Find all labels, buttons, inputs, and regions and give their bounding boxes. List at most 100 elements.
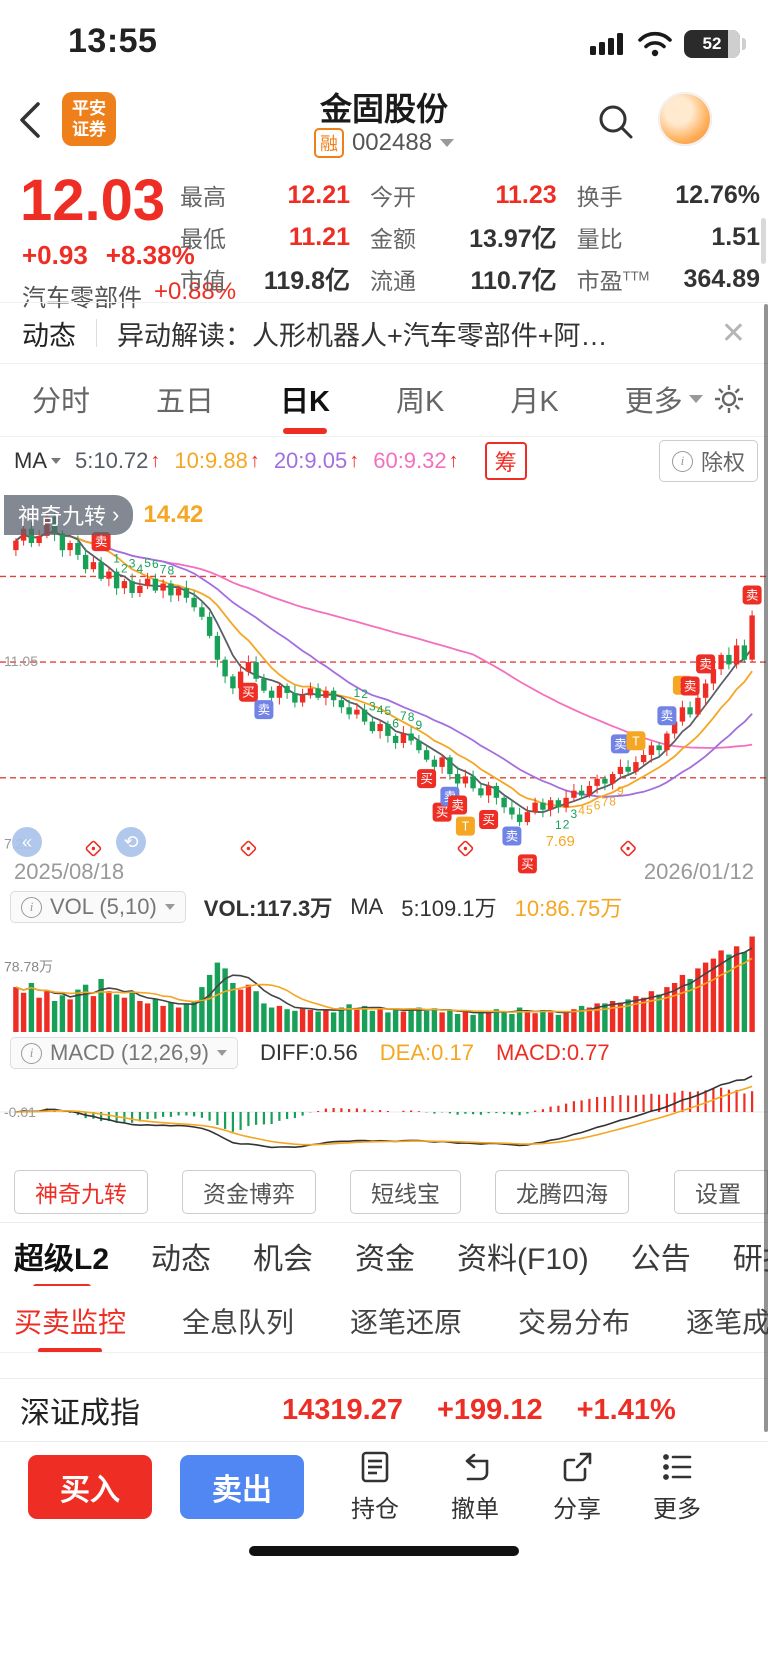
ma20-value: 20:9.05 ↑: [273, 448, 360, 473]
svg-text:8: 8: [609, 794, 616, 808]
stat-mktcap: 市值 119.8亿: [180, 267, 350, 295]
sector-row[interactable]: 汽车零部件 +0.88%: [22, 278, 236, 313]
more-icon: [663, 1454, 692, 1480]
divider: [96, 319, 97, 347]
exright-button[interactable]: i 除权: [658, 440, 758, 482]
subtab-trade-dist[interactable]: 交易分布: [518, 1307, 631, 1338]
macd-chart[interactable]: -0.01: [0, 1070, 768, 1170]
chips-button[interactable]: 筹: [484, 442, 527, 480]
tab-super-l2[interactable]: 超级L2: [14, 1234, 109, 1278]
subtab-monitor[interactable]: 买卖监控: [14, 1301, 126, 1352]
buy-button[interactable]: 买入: [28, 1455, 152, 1519]
svg-text:买: 买: [482, 813, 495, 827]
rotate-icon[interactable]: ⟲: [116, 827, 146, 857]
svg-text:5: 5: [385, 704, 392, 718]
svg-text:7.69: 7.69: [546, 833, 575, 850]
news-ticker[interactable]: 动态 异动解读：人形机器人+汽车零部件+阿… ✕: [0, 302, 768, 364]
status-time: 13:55: [68, 22, 158, 60]
signal-icon: [590, 33, 623, 55]
date-axis: 2025/08/18 2026/01/12: [0, 859, 768, 885]
tab-wuri[interactable]: 五日: [156, 386, 215, 418]
volume-canvas[interactable]: 78.78万: [0, 924, 768, 1036]
tab-more[interactable]: 更多: [625, 378, 703, 420]
vol-ma5: 5:109.1万: [401, 896, 497, 921]
chevron-down-icon: [216, 1050, 227, 1056]
svg-text:卖: 卖: [95, 535, 108, 549]
vol-value: VOL:117.3万: [203, 896, 333, 921]
share-button[interactable]: 分享: [532, 1447, 622, 1524]
ticker-text: 异动解读：人形机器人+汽车零部件+阿…: [117, 320, 608, 351]
subtab-tick-trades[interactable]: 逐笔成交: [686, 1307, 768, 1338]
svg-text:1: 1: [555, 818, 562, 832]
cancel-order-button[interactable]: 撤单: [430, 1447, 520, 1524]
svg-text:卖: 卖: [451, 799, 464, 813]
magic-nine-overlay[interactable]: 神奇九转 › 14.42: [4, 495, 203, 535]
back-button[interactable]: [14, 94, 48, 146]
subtab-queue[interactable]: 全息队列: [182, 1307, 295, 1338]
svg-text:8: 8: [408, 710, 415, 724]
ma-selector[interactable]: MA: [14, 448, 61, 474]
volume-chart[interactable]: 78.78万: [0, 924, 768, 1036]
ma10-value: 10:9.88 ↑: [174, 448, 260, 473]
svg-text:3: 3: [571, 807, 578, 821]
svg-text:3: 3: [129, 557, 136, 571]
stat-high: 最高 12.21: [180, 180, 350, 211]
svg-text:6: 6: [594, 799, 601, 813]
settings-button[interactable]: 设置: [674, 1170, 768, 1214]
info-icon: i: [671, 450, 693, 472]
index-bar[interactable]: 深证成指 14319.27 +199.12 +1.41%: [0, 1378, 768, 1442]
svg-text:5: 5: [144, 556, 151, 570]
vol-ma-label: MA: [350, 894, 384, 919]
scrollbar-thumb: [761, 218, 766, 264]
kline-canvas[interactable]: 12345678123456789123456789卖买卖买买卖卖T买卖买卖T卖…: [0, 487, 768, 879]
stat-open: 今开 11.23: [370, 180, 557, 211]
tool-magic-nine[interactable]: 神奇九转: [14, 1170, 148, 1214]
macd-value: MACD:0.77: [495, 1040, 610, 1065]
tool-shortline[interactable]: 短线宝: [350, 1170, 461, 1214]
positions-button[interactable]: 持仓: [330, 1447, 420, 1524]
tab-jihui[interactable]: 机会: [253, 1243, 314, 1276]
price-change-pct: +8.38%: [105, 240, 195, 270]
price-change-row: +0.93 +8.38%: [22, 240, 195, 271]
svg-text:卖: 卖: [614, 737, 627, 751]
tab-zijin[interactable]: 资金: [355, 1243, 416, 1276]
sell-button[interactable]: 卖出: [180, 1455, 304, 1519]
tab-dongtai[interactable]: 动态: [151, 1243, 212, 1276]
info-icon: i: [21, 1042, 42, 1064]
tab-fenshi[interactable]: 分时: [32, 386, 91, 418]
search-icon[interactable]: [594, 100, 638, 144]
tab-weekly-k[interactable]: 周K: [395, 386, 445, 418]
info-icon: i: [21, 896, 42, 918]
more-button[interactable]: 更多: [632, 1447, 722, 1524]
tab-monthly-k[interactable]: 月K: [510, 386, 559, 418]
svg-text:T: T: [632, 734, 640, 748]
tab-f10[interactable]: 资料(F10): [457, 1243, 589, 1276]
subtab-tick-restore[interactable]: 逐笔还原: [350, 1307, 463, 1338]
macd-canvas[interactable]: -0.01: [0, 1070, 768, 1170]
tab-yanbao[interactable]: 研报: [732, 1243, 768, 1276]
tab-daily-k[interactable]: 日K: [280, 378, 330, 420]
svg-text:-0.01: -0.01: [4, 1104, 36, 1120]
broker-logo-line1: 平安: [72, 98, 106, 118]
svg-text:卖: 卖: [684, 680, 697, 694]
broker-logo[interactable]: 平安 证券: [62, 92, 116, 146]
svg-text:买: 买: [521, 857, 534, 871]
vol-selector[interactable]: i VOL (5,10): [10, 891, 186, 923]
tool-fund-game[interactable]: 资金博弈: [182, 1170, 316, 1214]
close-icon[interactable]: ✕: [720, 316, 746, 350]
battery-icon: 52: [684, 30, 746, 58]
svg-text:7: 7: [160, 562, 167, 576]
page-scrollbar[interactable]: [764, 304, 768, 1432]
macd-selector[interactable]: i MACD (12,26,9): [10, 1037, 238, 1069]
tab-gonggao[interactable]: 公告: [630, 1243, 691, 1276]
collapse-icon[interactable]: «: [12, 827, 42, 857]
home-indicator[interactable]: [249, 1546, 519, 1556]
chevron-down-icon: [688, 395, 703, 403]
tool-longteng[interactable]: 龙腾四海: [495, 1170, 629, 1214]
kline-chart[interactable]: 12345678123456789123456789卖买卖买买卖卖T买卖买卖T卖…: [0, 487, 768, 884]
avatar[interactable]: [658, 92, 712, 146]
gear-icon[interactable]: [712, 382, 746, 416]
stock-subtitle[interactable]: 融 002488: [0, 128, 768, 158]
quote-stats-grid[interactable]: 最高 12.21 今开 11.23 换手 12.76% 最低 11.21 金额 13.97…: [180, 174, 760, 300]
svg-text:3: 3: [369, 700, 376, 714]
